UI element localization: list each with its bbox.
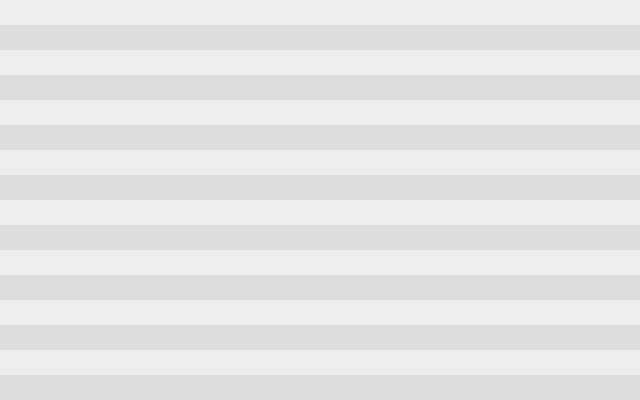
background-stripe xyxy=(0,225,640,250)
background-stripe xyxy=(0,275,640,300)
background-stripe xyxy=(0,200,640,225)
background-stripe xyxy=(0,0,640,25)
background-stripe xyxy=(0,100,640,125)
background-stripe xyxy=(0,250,640,275)
background-stripe xyxy=(0,125,640,150)
background-stripe xyxy=(0,50,640,75)
background-stripe xyxy=(0,150,640,175)
background-stripe xyxy=(0,300,640,325)
background-stripe xyxy=(0,75,640,100)
background-stripe xyxy=(0,175,640,200)
background-stripe xyxy=(0,350,640,375)
background-stripe xyxy=(0,375,640,400)
background-stripe xyxy=(0,325,640,350)
background-stripe xyxy=(0,25,640,50)
